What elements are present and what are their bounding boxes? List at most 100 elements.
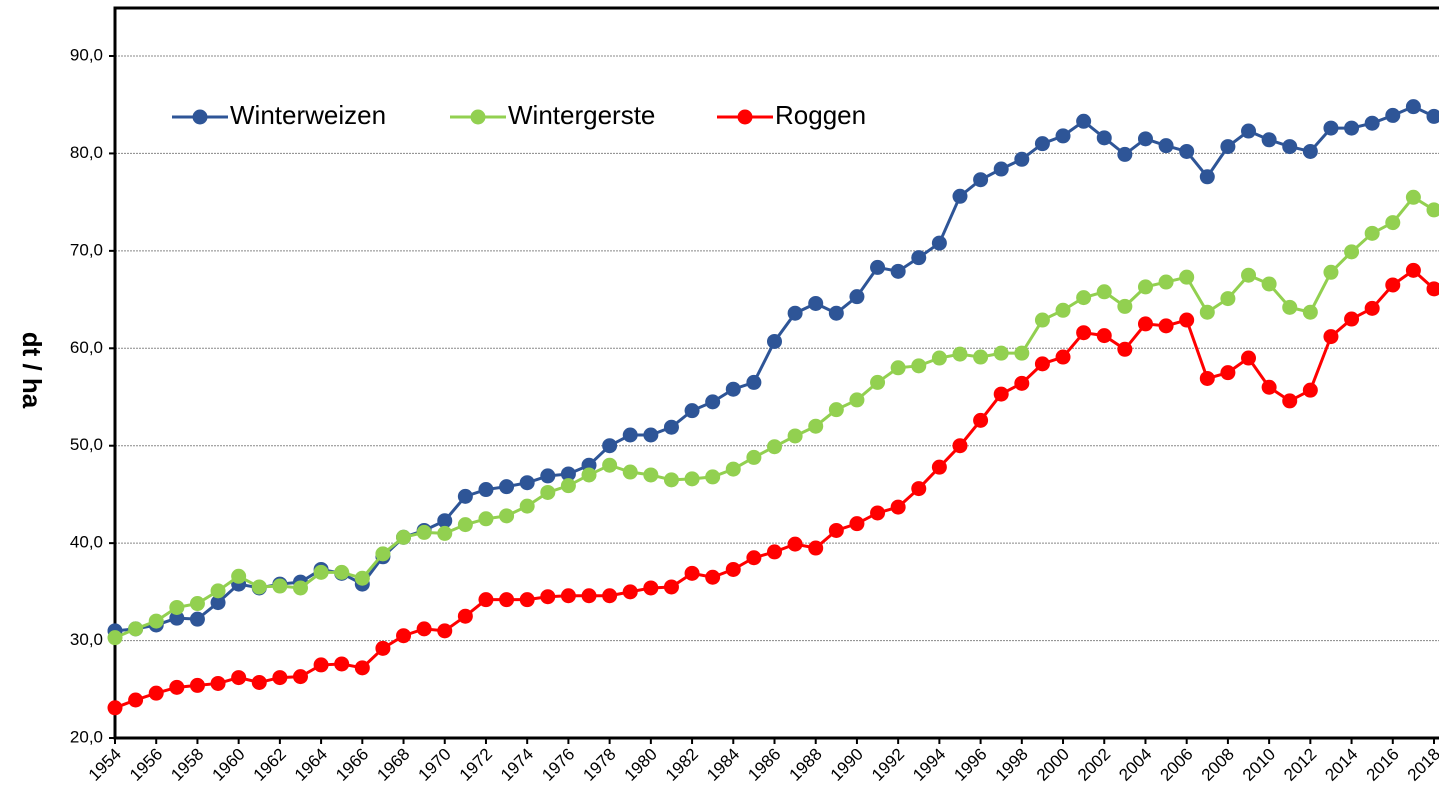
data-point [787, 536, 803, 552]
data-point [1241, 267, 1257, 283]
data-point [189, 596, 205, 612]
data-point [931, 459, 947, 475]
data-point [334, 564, 350, 580]
legend-label: Roggen [775, 100, 866, 130]
data-point [1117, 146, 1133, 162]
data-point [1426, 202, 1439, 218]
data-point [663, 419, 679, 435]
data-point [767, 439, 782, 455]
data-point [1034, 356, 1050, 372]
data-point [911, 250, 927, 266]
y-tick-label: 50,0 [70, 435, 103, 454]
data-point [189, 677, 205, 693]
data-point [1096, 284, 1112, 300]
x-tick-label: 1960 [208, 745, 248, 785]
data-point [313, 564, 329, 580]
data-point [1405, 262, 1421, 278]
x-tick-label: 1998 [992, 745, 1032, 785]
data-point [499, 508, 515, 524]
data-point [457, 608, 473, 624]
data-point [663, 472, 679, 488]
data-point [993, 161, 1009, 177]
data-point [375, 640, 391, 656]
x-tick-label: 2002 [1074, 745, 1114, 785]
x-tick-label: 1992 [868, 745, 908, 785]
data-point [107, 700, 123, 716]
data-point [519, 498, 535, 514]
data-point [231, 670, 247, 686]
data-point [1034, 136, 1050, 152]
data-point [787, 428, 803, 444]
data-point [993, 386, 1009, 402]
data-point [952, 188, 968, 204]
data-point [911, 481, 927, 497]
data-point [643, 467, 659, 483]
data-point [1241, 123, 1257, 139]
data-point [251, 674, 267, 690]
data-point [231, 568, 247, 584]
data-point [849, 392, 865, 408]
x-tick-label: 1994 [909, 745, 949, 785]
data-point [272, 670, 288, 686]
x-tick-label: 1974 [497, 745, 537, 785]
data-point [1426, 281, 1439, 297]
data-point [540, 589, 556, 605]
data-point [684, 471, 700, 487]
data-point [478, 511, 494, 527]
data-point [334, 656, 350, 672]
data-point [1405, 99, 1421, 115]
data-point [540, 484, 556, 500]
y-tick-label: 30,0 [70, 630, 103, 649]
x-tick-label: 1982 [662, 745, 702, 785]
data-point [622, 427, 638, 443]
data-point [1117, 341, 1133, 357]
data-point [1179, 269, 1195, 285]
y-axis-label: dt / ha [17, 332, 47, 409]
data-point [1158, 274, 1174, 290]
data-point [437, 623, 453, 639]
data-point [396, 529, 412, 545]
data-point [1137, 131, 1153, 147]
data-point [787, 305, 803, 321]
data-point [973, 172, 989, 188]
data-point [1117, 298, 1133, 314]
data-point [911, 358, 927, 374]
data-point [169, 599, 185, 615]
data-point [107, 630, 123, 646]
data-point [210, 595, 226, 611]
plot-frame [113, 6, 1439, 740]
data-point [602, 438, 618, 454]
data-point [437, 525, 453, 541]
data-point [1076, 290, 1092, 306]
x-tick-label: 1984 [703, 745, 743, 785]
data-point [1199, 304, 1215, 320]
x-tick-label: 1970 [415, 745, 455, 785]
data-point [457, 488, 473, 504]
data-point [890, 499, 906, 515]
x-tick-label: 2018 [1404, 745, 1439, 785]
x-tick-label: 1988 [786, 745, 826, 785]
data-point [705, 469, 721, 485]
data-point [478, 482, 494, 498]
y-tick-label: 40,0 [70, 533, 103, 552]
data-point [148, 685, 164, 701]
data-point [1385, 107, 1401, 123]
x-tick-label: 1972 [456, 745, 496, 785]
data-point [767, 544, 782, 560]
data-point [1096, 130, 1112, 146]
data-point [808, 418, 824, 434]
x-tick-label: 1956 [126, 745, 166, 785]
data-point [952, 438, 968, 454]
data-point [1261, 132, 1277, 148]
data-point [1199, 169, 1215, 185]
data-point [1034, 312, 1050, 328]
x-tick-label: 2008 [1198, 745, 1238, 785]
data-point [581, 588, 597, 604]
data-point [1323, 329, 1339, 345]
x-tick-label: 2012 [1280, 745, 1320, 785]
data-point [189, 611, 205, 627]
data-point [828, 522, 844, 538]
data-point [684, 403, 700, 419]
data-point [1137, 279, 1153, 295]
